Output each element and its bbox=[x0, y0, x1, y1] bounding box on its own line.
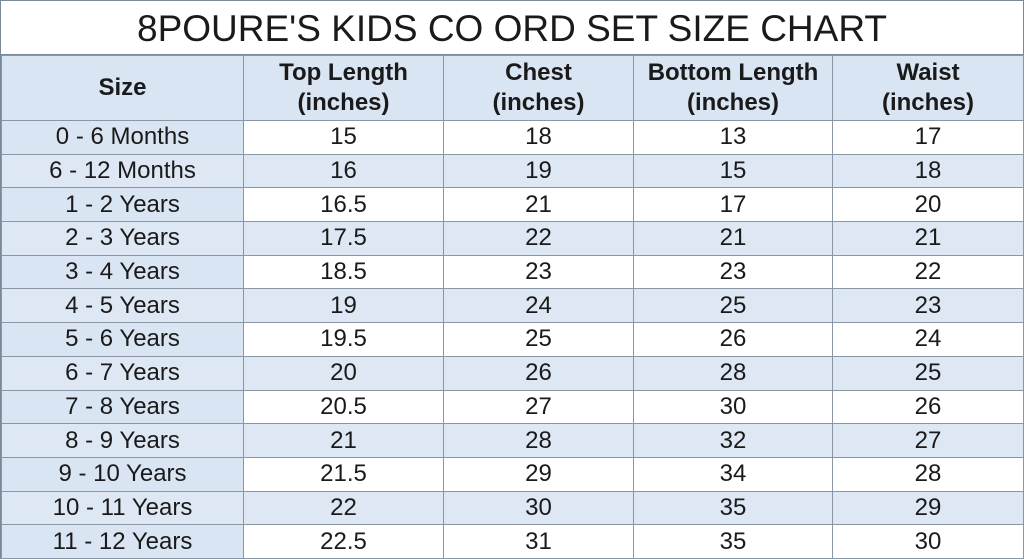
measure-cell: 35 bbox=[633, 490, 833, 526]
measure-cell: 26 bbox=[832, 389, 1024, 425]
measure-cell: 17.5 bbox=[243, 221, 444, 256]
column-header: Chest (inches) bbox=[443, 55, 634, 121]
measure-cell: 20 bbox=[832, 187, 1024, 223]
size-cell: 6 - 12 Months bbox=[1, 153, 244, 189]
header-row: Size Top Length (inches) Chest (inches) Botto… bbox=[1, 55, 1024, 121]
measure-cell: 25 bbox=[633, 288, 833, 324]
column-unit: (inches) bbox=[686, 89, 779, 116]
measure-cell: 30 bbox=[633, 389, 833, 425]
size-table: Size Top Length (inches) Chest (inches) Botto… bbox=[1, 55, 1024, 559]
column-unit: (inches) bbox=[881, 89, 974, 116]
size-cell: 10 - 11 Years bbox=[1, 490, 244, 526]
measure-cell: 19 bbox=[243, 288, 444, 324]
measure-cell: 29 bbox=[832, 490, 1024, 526]
size-cell: 4 - 5 Years bbox=[1, 288, 244, 324]
measure-cell: 34 bbox=[633, 456, 833, 492]
measure-cell: 28 bbox=[443, 423, 634, 458]
measure-cell: 35 bbox=[633, 524, 833, 559]
column-label: Chest bbox=[505, 59, 572, 86]
measure-cell: 20.5 bbox=[243, 389, 444, 425]
table-row: 5 - 6 Years 19.5 25 26 24 bbox=[1, 322, 1024, 357]
measure-cell: 24 bbox=[443, 288, 634, 324]
measure-cell: 24 bbox=[832, 322, 1024, 357]
column-header: Top Length (inches) bbox=[243, 55, 444, 121]
table-row: 3 - 4 Years 18.5 23 23 22 bbox=[1, 254, 1024, 290]
measure-cell: 18.5 bbox=[243, 254, 444, 290]
measure-cell: 29 bbox=[443, 456, 634, 492]
measure-cell: 15 bbox=[633, 153, 833, 189]
column-label: Waist bbox=[896, 59, 960, 86]
size-cell: 1 - 2 Years bbox=[1, 187, 244, 223]
measure-cell: 21.5 bbox=[243, 456, 444, 492]
measure-cell: 21 bbox=[443, 187, 634, 223]
column-header: Waist (inches) bbox=[832, 55, 1024, 121]
table-row: 8 - 9 Years 21 28 32 27 bbox=[1, 423, 1024, 458]
size-cell: 0 - 6 Months bbox=[1, 120, 244, 155]
measure-cell: 30 bbox=[832, 524, 1024, 559]
measure-cell: 21 bbox=[633, 221, 833, 256]
measure-cell: 21 bbox=[243, 423, 444, 458]
measure-cell: 16.5 bbox=[243, 187, 444, 223]
title: 8POURE'S KIDS CO ORD SET SIZE CHART bbox=[1, 1, 1023, 55]
measure-cell: 23 bbox=[633, 254, 833, 290]
measure-cell: 26 bbox=[633, 322, 833, 357]
size-cell: 11 - 12 Years bbox=[1, 524, 244, 559]
measure-cell: 22 bbox=[832, 254, 1024, 290]
table-row: 10 - 11 Years 22 30 35 29 bbox=[1, 490, 1024, 526]
size-cell: 7 - 8 Years bbox=[1, 389, 244, 425]
table-row: 4 - 5 Years 19 24 25 23 bbox=[1, 288, 1024, 324]
table-row: 9 - 10 Years 21.5 29 34 28 bbox=[1, 456, 1024, 492]
size-cell: 9 - 10 Years bbox=[1, 456, 244, 492]
measure-cell: 21 bbox=[832, 221, 1024, 256]
measure-cell: 31 bbox=[443, 524, 634, 559]
measure-cell: 18 bbox=[832, 153, 1024, 189]
size-cell: 3 - 4 Years bbox=[1, 254, 244, 290]
table-row: 2 - 3 Years 17.5 22 21 21 bbox=[1, 221, 1024, 256]
measure-cell: 20 bbox=[243, 355, 444, 391]
column-label: Top Length bbox=[279, 59, 408, 86]
measure-cell: 23 bbox=[443, 254, 634, 290]
measure-cell: 19 bbox=[443, 153, 634, 189]
measure-cell: 25 bbox=[832, 355, 1024, 391]
measure-cell: 25 bbox=[443, 322, 634, 357]
table-row: 6 - 12 Months 16 19 15 18 bbox=[1, 153, 1024, 189]
measure-cell: 22 bbox=[243, 490, 444, 526]
table-row: 0 - 6 Months 15 18 13 17 bbox=[1, 120, 1024, 155]
measure-cell: 32 bbox=[633, 423, 833, 458]
size-cell: 6 - 7 Years bbox=[1, 355, 244, 391]
measure-cell: 28 bbox=[832, 456, 1024, 492]
measure-cell: 15 bbox=[243, 120, 444, 155]
column-label: Size bbox=[98, 74, 147, 101]
table-row: 11 - 12 Years 22.5 31 35 30 bbox=[1, 524, 1024, 559]
measure-cell: 30 bbox=[443, 490, 634, 526]
measure-cell: 26 bbox=[443, 355, 634, 391]
column-header: Bottom Length (inches) bbox=[633, 55, 833, 121]
measure-cell: 18 bbox=[443, 120, 634, 155]
size-cell: 5 - 6 Years bbox=[1, 322, 244, 357]
column-label: Bottom Length bbox=[647, 59, 819, 86]
table-row: 7 - 8 Years 20.5 27 30 26 bbox=[1, 389, 1024, 425]
measure-cell: 23 bbox=[832, 288, 1024, 324]
measure-cell: 13 bbox=[633, 120, 833, 155]
measure-cell: 22.5 bbox=[243, 524, 444, 559]
measure-cell: 16 bbox=[243, 153, 444, 189]
measure-cell: 27 bbox=[443, 389, 634, 425]
size-cell: 2 - 3 Years bbox=[1, 221, 244, 256]
measure-cell: 19.5 bbox=[243, 322, 444, 357]
size-cell: 8 - 9 Years bbox=[1, 423, 244, 458]
column-header: Size bbox=[1, 55, 244, 121]
measure-cell: 17 bbox=[633, 187, 833, 223]
measure-cell: 27 bbox=[832, 423, 1024, 458]
table-body: 0 - 6 Months 15 18 13 17 6 - 12 Months 16 19 15 1… bbox=[1, 120, 1024, 559]
measure-cell: 22 bbox=[443, 221, 634, 256]
measure-cell: 17 bbox=[832, 120, 1024, 155]
column-unit: (inches) bbox=[297, 89, 390, 116]
measure-cell: 28 bbox=[633, 355, 833, 391]
table-row: 1 - 2 Years 16.5 21 17 20 bbox=[1, 187, 1024, 223]
table-row: 6 - 7 Years 20 26 28 25 bbox=[1, 355, 1024, 391]
column-unit: (inches) bbox=[492, 89, 585, 116]
